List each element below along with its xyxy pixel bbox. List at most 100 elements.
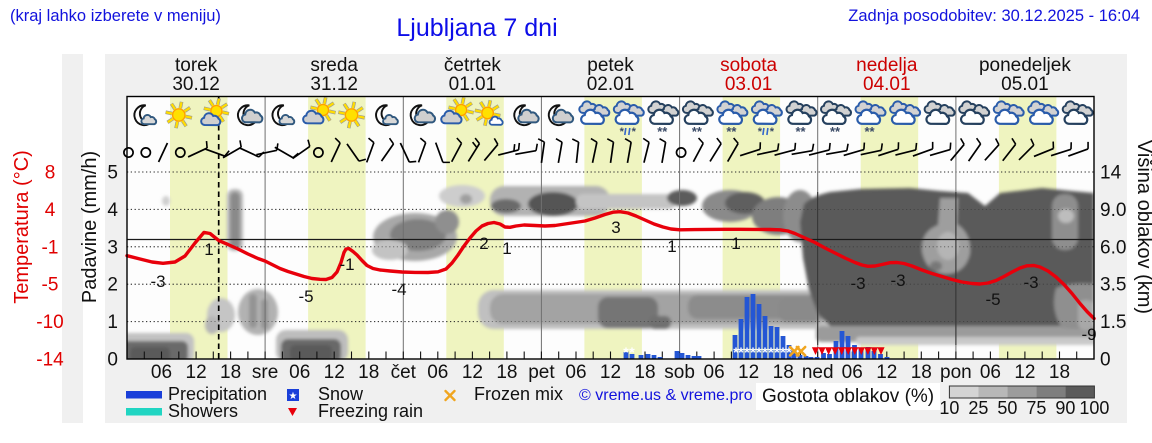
svg-text:pet: pet — [528, 362, 555, 383]
svg-text:*: * — [750, 344, 756, 360]
svg-text:-5: -5 — [985, 290, 1000, 309]
svg-text:4: 4 — [45, 200, 56, 221]
svg-text:**: ** — [692, 124, 703, 139]
svg-text:*: * — [620, 126, 625, 138]
svg-text:1: 1 — [667, 237, 676, 256]
svg-text:18: 18 — [911, 362, 932, 383]
svg-text:*: * — [744, 344, 750, 360]
svg-text:*: * — [762, 344, 768, 360]
svg-text:18: 18 — [634, 362, 655, 383]
svg-text:18: 18 — [1049, 362, 1070, 383]
svg-text:02.01: 02.01 — [587, 74, 635, 95]
svg-text:10: 10 — [939, 398, 959, 418]
svg-text:3: 3 — [611, 218, 620, 237]
svg-text:3: 3 — [107, 237, 118, 258]
svg-text:*: * — [623, 344, 629, 360]
svg-text:Ljubljana 7 dni: Ljubljana 7 dni — [396, 14, 557, 42]
svg-text:**: ** — [726, 124, 737, 139]
svg-text:-4: -4 — [391, 280, 406, 299]
svg-text:18: 18 — [496, 362, 517, 383]
svg-text:*: * — [629, 344, 635, 360]
svg-text:-14: -14 — [36, 350, 64, 371]
svg-text:*: * — [780, 344, 786, 360]
svg-text:12: 12 — [738, 362, 759, 383]
svg-text:1: 1 — [107, 312, 118, 333]
svg-text:-3: -3 — [890, 271, 905, 290]
svg-text:**: ** — [830, 124, 841, 139]
svg-text:sreda: sreda — [310, 55, 358, 76]
svg-text:*: * — [768, 344, 774, 360]
svg-text:03.01: 03.01 — [725, 74, 773, 95]
svg-text:30.12: 30.12 — [172, 74, 220, 95]
svg-text:31.12: 31.12 — [310, 74, 358, 95]
svg-text:*: * — [758, 126, 763, 138]
svg-text:12: 12 — [600, 362, 621, 383]
svg-text:05.01: 05.01 — [1001, 74, 1049, 95]
svg-text:sob: sob — [664, 362, 695, 383]
svg-text:0: 0 — [1100, 350, 1111, 371]
svg-text:1: 1 — [502, 239, 511, 258]
svg-text:90: 90 — [1055, 398, 1075, 418]
svg-text:18: 18 — [358, 362, 379, 383]
svg-text:*: * — [632, 126, 637, 138]
svg-text:*: * — [770, 126, 775, 138]
svg-text:-3: -3 — [150, 272, 165, 291]
svg-text:100: 100 — [1079, 398, 1109, 418]
svg-text:6.0: 6.0 — [1100, 237, 1126, 258]
svg-text:5: 5 — [107, 163, 118, 184]
svg-text:12: 12 — [462, 362, 483, 383]
svg-text:75: 75 — [1026, 398, 1046, 418]
svg-text:9.0: 9.0 — [1100, 200, 1126, 221]
svg-text:pon: pon — [940, 362, 972, 383]
svg-text:★: ★ — [289, 391, 298, 402]
svg-text:Showers: Showers — [168, 401, 238, 421]
svg-text:(kraj lahko izberete v meniju): (kraj lahko izberete v meniju) — [10, 7, 221, 25]
svg-text:**: ** — [657, 124, 668, 139]
svg-text:Gostota oblakov (%): Gostota oblakov (%) — [762, 386, 934, 407]
svg-text:-3: -3 — [1023, 273, 1038, 292]
svg-text:06: 06 — [427, 362, 448, 383]
svg-text:torek: torek — [175, 55, 218, 76]
svg-text:-5: -5 — [298, 287, 313, 306]
svg-text:06: 06 — [842, 362, 863, 383]
svg-text:ned: ned — [802, 362, 834, 383]
svg-text:Temperatura (°C): Temperatura (°C) — [11, 150, 33, 304]
svg-text:04.01: 04.01 — [863, 74, 911, 95]
svg-text:06: 06 — [565, 362, 586, 383]
svg-text:nedelja: nedelja — [856, 55, 918, 76]
svg-text:-10: -10 — [36, 312, 63, 333]
svg-text:*: * — [733, 344, 739, 360]
svg-text:12: 12 — [876, 362, 897, 383]
svg-text:01.01: 01.01 — [449, 74, 497, 95]
svg-text:1: 1 — [204, 240, 213, 259]
svg-text:-5: -5 — [42, 275, 59, 296]
svg-text:06: 06 — [980, 362, 1001, 383]
svg-text:-1: -1 — [339, 255, 354, 274]
svg-text:4: 4 — [107, 200, 118, 221]
svg-text:Freezing rain: Freezing rain — [318, 401, 423, 421]
svg-text:Frozen mix: Frozen mix — [474, 384, 563, 404]
svg-text:sre: sre — [252, 362, 278, 383]
svg-text:**: ** — [864, 124, 875, 139]
svg-text:petek: petek — [587, 55, 634, 76]
svg-text:sobota: sobota — [720, 55, 777, 76]
svg-text:-1: -1 — [42, 237, 59, 258]
svg-text:06: 06 — [289, 362, 310, 383]
svg-text:2: 2 — [479, 234, 488, 253]
svg-text:Snow: Snow — [318, 384, 364, 404]
svg-text:1.5: 1.5 — [1100, 312, 1126, 333]
svg-text:12: 12 — [324, 362, 345, 383]
svg-text:-3: -3 — [850, 274, 865, 293]
svg-text:Zadnja posodobitev: 30.12.2025: Zadnja posodobitev: 30.12.2025 - 16:04 — [848, 7, 1140, 25]
svg-text:ponedeljek: ponedeljek — [979, 55, 1071, 76]
svg-text:1: 1 — [731, 234, 740, 253]
svg-text:četrtek: četrtek — [444, 55, 502, 76]
svg-text:*: * — [738, 344, 744, 360]
svg-text:14: 14 — [1100, 163, 1122, 184]
svg-text:25: 25 — [968, 398, 988, 418]
svg-text:12: 12 — [1014, 362, 1035, 383]
svg-text:0: 0 — [107, 350, 118, 371]
svg-text:12: 12 — [186, 362, 207, 383]
svg-text:50: 50 — [997, 398, 1017, 418]
svg-text:Padavine (mm/h): Padavine (mm/h) — [79, 151, 101, 303]
